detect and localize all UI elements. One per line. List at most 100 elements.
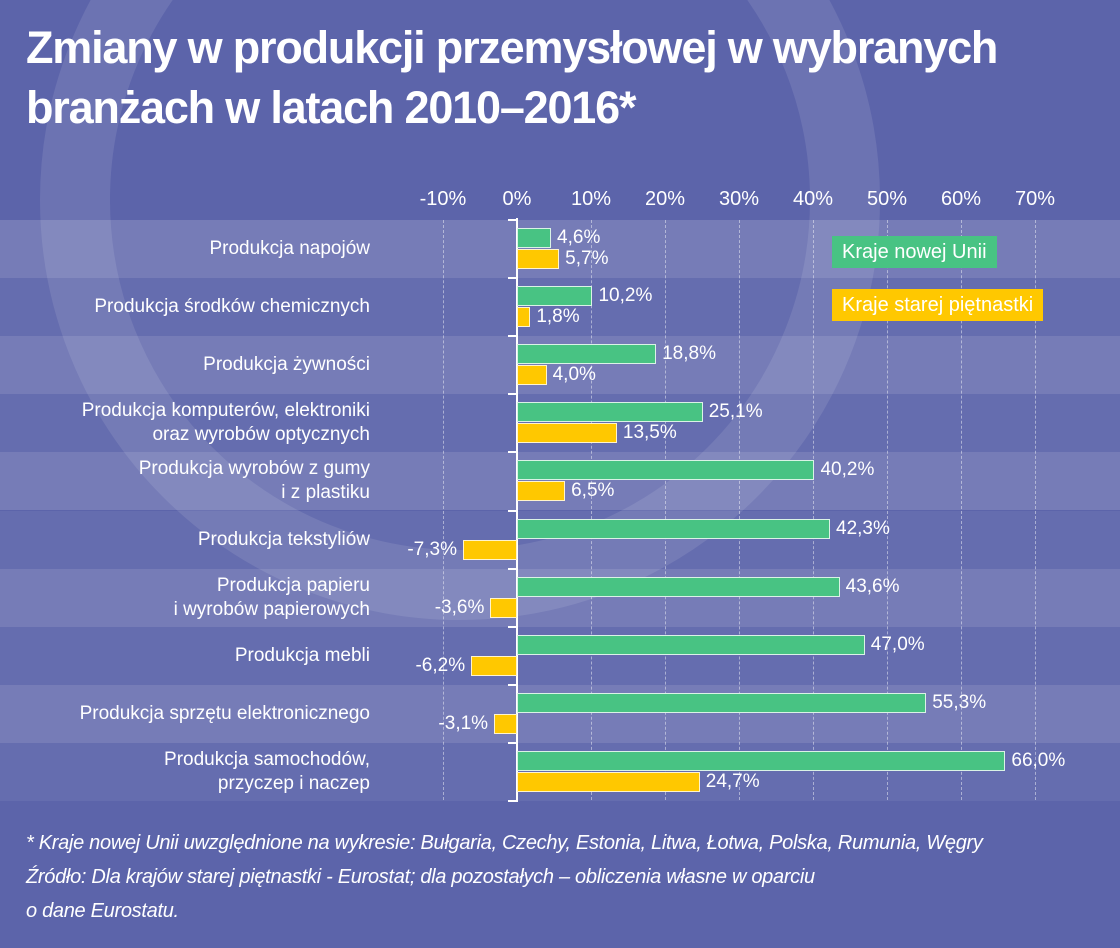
category-label-line: przyczep i naczep	[217, 772, 370, 794]
value-label-new-union: 18,8%	[662, 343, 716, 365]
category-label-line: Produkcja mebli	[234, 644, 370, 666]
x-tick-label: 20%	[644, 188, 686, 210]
bar-old-fifteen	[471, 655, 517, 676]
value-label-old-fifteen: -6,2%	[415, 654, 466, 676]
x-tick-label: 50%	[866, 188, 908, 210]
category-label: Produkcja komputerów, elektroniki oraz wy…	[82, 399, 370, 447]
category-label-line: oraz wyrobów optycznych	[152, 424, 370, 446]
category-label: Produkcja środków chemicznych	[94, 295, 370, 319]
footnote-countries: * Kraje nowej Unii uwzględnione na wykre…	[26, 832, 983, 854]
bar-old-fifteen	[517, 423, 617, 444]
value-label-new-union: 42,3%	[836, 517, 890, 539]
category-label-line: Produkcja komputerów, elektroniki	[81, 400, 370, 422]
category-label-line: Produkcja tekstyliów	[197, 528, 370, 550]
x-tick-label: 40%	[792, 188, 834, 210]
value-label-old-fifteen: -3,1%	[438, 712, 489, 734]
category-label: Produkcja napojów	[209, 237, 370, 261]
x-tick-label: 30%	[718, 188, 760, 210]
gridline	[443, 220, 444, 800]
gridline	[1035, 220, 1036, 800]
axis-tick	[508, 277, 518, 280]
category-label: Produkcja żywności	[203, 353, 370, 377]
x-tick-label: 10%	[570, 188, 612, 210]
x-tick-label: 60%	[940, 188, 982, 210]
value-label-old-fifteen: 13,5%	[622, 422, 677, 444]
bar-old-fifteen	[517, 481, 566, 502]
axis-tick	[508, 800, 518, 802]
title-line-1: Zmiany w produkcji przemysłowej w wybran…	[26, 22, 998, 73]
axis-tick	[508, 741, 518, 744]
category-label-line: i wyrobów papierowych	[173, 598, 370, 620]
legend-old-fifteen: Kraje starej piętnastki	[832, 289, 1044, 321]
value-label-old-fifteen: -3,6%	[434, 596, 485, 618]
gridline	[665, 220, 666, 800]
category-label: Produkcja wyrobów z gumy i z plastiku	[139, 457, 370, 505]
bar-new-union	[517, 750, 1006, 771]
category-label-line: i z plastiku	[281, 482, 370, 504]
value-label-new-union: 47,0%	[870, 633, 925, 655]
bar-new-union	[517, 692, 927, 713]
value-label-old-fifteen: 1,8%	[536, 306, 580, 328]
value-label-new-union: 4,6%	[557, 227, 601, 248]
bar-old-fifteen	[517, 365, 547, 386]
gridline	[739, 220, 740, 800]
bar-old-fifteen	[517, 771, 700, 792]
axis-tick	[508, 509, 518, 512]
axis-tick	[508, 219, 518, 221]
bar-new-union	[517, 576, 840, 597]
axis-tick	[508, 625, 518, 628]
title-line-2: branżach w latach 2010–2016*	[26, 82, 636, 133]
category-label: Produkcja samochodów, przyczep i naczep	[164, 748, 370, 796]
value-label-new-union: 43,6%	[845, 575, 900, 597]
value-label-old-fifteen: -7,3%	[407, 538, 457, 560]
footnote-source-cont: o dane Eurostatu.	[26, 900, 179, 922]
value-label-old-fifteen: 24,7%	[705, 770, 760, 792]
gridline	[961, 220, 962, 800]
category-label-line: Produkcja wyrobów z gumy	[138, 458, 370, 480]
x-tick-label: 70%	[1014, 188, 1056, 210]
bar-old-fifteen	[517, 307, 531, 328]
value-label-new-union: 66,0%	[1011, 749, 1066, 771]
bar-new-union	[517, 634, 865, 655]
bar-new-union	[517, 228, 552, 248]
category-label: Produkcja mebli	[235, 644, 370, 668]
category-label-line: Produkcja sprzętu elektronicznego	[79, 702, 370, 724]
legend-new-union: Kraje nowej Unii	[832, 236, 997, 268]
category-label-line: Produkcja samochodów,	[164, 748, 370, 770]
category-label-line: Produkcja środków chemicznych	[94, 296, 370, 318]
axis-tick	[508, 683, 518, 686]
bar-old-fifteen	[494, 713, 517, 734]
value-label-new-union: 55,3%	[932, 691, 987, 713]
gridline	[813, 220, 814, 800]
bar-new-union	[517, 286, 593, 307]
category-label-line: Produkcja żywności	[203, 354, 370, 376]
value-label-old-fifteen: 5,7%	[565, 248, 609, 269]
value-label-new-union: 40,2%	[820, 459, 875, 481]
bar-old-fifteen	[462, 539, 517, 560]
x-tick-label: 0%	[502, 188, 532, 210]
footnote-source: Źródło: Dla krajów starej piętnastki - E…	[26, 866, 815, 888]
value-label-new-union: 25,1%	[708, 401, 763, 423]
category-label-line: Produkcja napojów	[209, 238, 370, 260]
category-label-line: Produkcja papieru	[216, 574, 370, 596]
axis-tick	[508, 567, 518, 570]
value-label-old-fifteen: 4,0%	[552, 364, 596, 386]
bar-new-union	[517, 344, 657, 365]
x-tick-label: -10%	[419, 188, 467, 210]
category-label: Produkcja tekstyliów	[198, 528, 370, 552]
category-label: Produkcja sprzętu elektronicznego	[80, 702, 370, 726]
value-label-old-fifteen: 6,5%	[571, 480, 615, 502]
gridline	[887, 220, 888, 800]
axis-tick	[508, 393, 518, 396]
chart-title: Zmiany w produkcji przemysłowej w wybran…	[26, 18, 998, 138]
bar-new-union	[517, 460, 815, 481]
bar-old-fifteen	[490, 597, 517, 618]
axis-tick	[508, 451, 518, 454]
gridline	[591, 220, 592, 800]
bar-new-union	[517, 402, 703, 423]
category-label: Produkcja papieru i wyrobów papierowych	[174, 574, 370, 622]
axis-tick	[508, 335, 518, 338]
value-label-new-union: 10,2%	[598, 285, 653, 307]
bar-old-fifteen	[517, 249, 560, 269]
